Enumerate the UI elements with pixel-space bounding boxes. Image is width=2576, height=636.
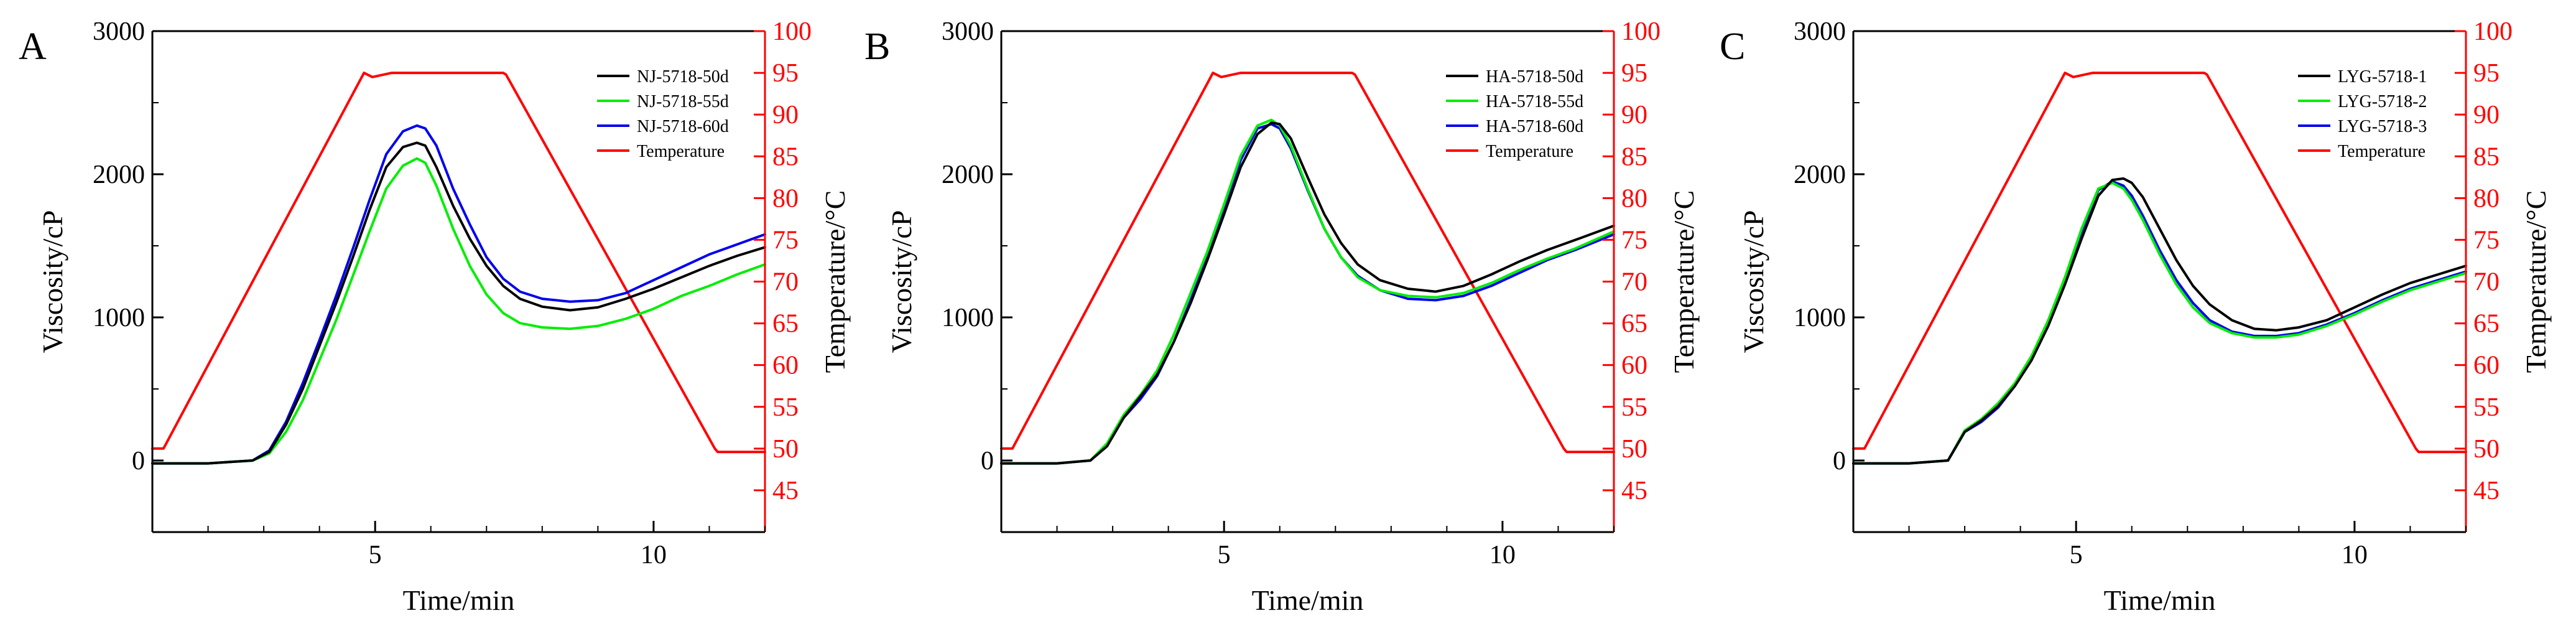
legend: LYG-5718-1 LYG-5718-2 LYG-5718-3 Temperatur… xyxy=(2298,67,2427,161)
y2-tick-label: 55 xyxy=(1621,393,1647,422)
legend: HA-5718-50d HA-5718-55d HA-5718-60d Tempera… xyxy=(1446,67,1583,161)
chart-panel-b: 5 100100020003000455055606570758085909510… xyxy=(864,17,1700,616)
y2-tick-label: 100 xyxy=(772,17,812,46)
series-line-lyg-5718-3 xyxy=(1852,180,2467,465)
y-tick-label: 3000 xyxy=(1794,17,1846,46)
legend-entry: Temperature xyxy=(637,142,725,161)
y2-tick-label: 60 xyxy=(772,352,799,380)
y2-axis-label: Temperature/°C xyxy=(2520,190,2552,373)
y2-tick-label: 50 xyxy=(2473,435,2500,464)
y2-tick-label: 80 xyxy=(1621,184,1647,213)
y-axis-label: Viscosity/cP xyxy=(886,210,917,353)
x-tick-label: 5 xyxy=(2070,541,2083,569)
legend-entry: Temperature xyxy=(2338,142,2425,161)
legend-entry: LYG-5718-1 xyxy=(2338,67,2427,87)
series-line-lyg-5718-2 xyxy=(1852,181,2467,465)
x-axis-label: Time/min xyxy=(403,584,515,616)
legend-entry: NJ-5718-50d xyxy=(637,67,729,87)
series-line-ha-5718-50d xyxy=(1000,121,1615,465)
y-tick-label: 1000 xyxy=(1794,304,1846,332)
y2-axis-label: Temperature/°C xyxy=(819,190,851,373)
y2-tick-label: 45 xyxy=(772,477,799,505)
y2-tick-label: 85 xyxy=(1621,143,1647,171)
y2-axis-label: Temperature/°C xyxy=(1668,190,1700,373)
y-tick-label: 3000 xyxy=(942,17,994,46)
y2-tick-label: 75 xyxy=(2473,226,2500,255)
legend-entry: NJ-5718-55d xyxy=(637,92,729,111)
y-tick-label: 0 xyxy=(1833,447,1846,475)
y2-tick-label: 65 xyxy=(2473,310,2500,339)
x-tick-label: 10 xyxy=(1490,541,1516,569)
y2-tick-label: 100 xyxy=(2473,17,2513,46)
y2-tick-label: 60 xyxy=(1621,352,1647,380)
x-tick-label: 5 xyxy=(369,541,382,569)
chart-panel-c: 5 100100020003000455055606570758085909510… xyxy=(1720,17,2552,616)
legend-entry: HA-5718-60d xyxy=(1486,117,1583,136)
y-tick-label: 0 xyxy=(981,447,994,475)
x-tick-label: 10 xyxy=(641,541,667,569)
legend-entry: LYG-5718-3 xyxy=(2338,117,2427,136)
y2-tick-label: 55 xyxy=(772,393,799,422)
panel-label: B xyxy=(864,26,890,68)
y2-tick-label: 65 xyxy=(1621,310,1647,339)
y2-tick-label: 75 xyxy=(772,226,799,255)
y2-tick-label: 80 xyxy=(772,184,799,213)
y2-tick-label: 70 xyxy=(772,268,799,297)
y2-tick-label: 95 xyxy=(1621,59,1647,88)
series-line-nj-5718-50d xyxy=(151,141,766,465)
y2-tick-label: 90 xyxy=(772,101,799,129)
y2-tick-label: 55 xyxy=(2473,393,2500,422)
legend-entry: NJ-5718-60d xyxy=(637,117,729,136)
series-line-ha-5718-55d xyxy=(1000,118,1615,465)
y-tick-label: 2000 xyxy=(93,161,145,189)
y2-tick-label: 100 xyxy=(1621,17,1661,46)
x-tick-label: 5 xyxy=(1218,541,1231,569)
y2-tick-label: 70 xyxy=(2473,268,2500,297)
y-tick-label: 2000 xyxy=(1794,161,1846,189)
y2-tick-label: 70 xyxy=(1621,268,1647,297)
series-line-nj-5718-60d xyxy=(151,124,766,465)
y-axis-label: Viscosity/cP xyxy=(37,210,68,353)
legend: NJ-5718-50d NJ-5718-55d NJ-5718-60d Tempera… xyxy=(597,67,729,161)
y-tick-label: 1000 xyxy=(942,304,994,332)
legend-entry: LYG-5718-2 xyxy=(2338,92,2427,111)
y2-tick-label: 95 xyxy=(2473,59,2500,88)
y2-tick-label: 50 xyxy=(1621,435,1647,464)
y2-tick-label: 75 xyxy=(1621,226,1647,255)
y2-tick-label: 85 xyxy=(772,143,799,171)
y-tick-label: 2000 xyxy=(942,161,994,189)
y2-tick-label: 50 xyxy=(772,435,799,464)
legend-entry: Temperature xyxy=(1486,142,1573,161)
series-line-temperature xyxy=(1000,72,1615,454)
series-line-lyg-5718-1 xyxy=(1852,177,2467,465)
y2-tick-label: 65 xyxy=(772,310,799,339)
x-axis-label: Time/min xyxy=(1252,584,1364,616)
series-line-temperature xyxy=(1852,72,2467,454)
y2-tick-label: 85 xyxy=(2473,143,2500,171)
x-axis-label: Time/min xyxy=(2104,584,2216,616)
y-tick-label: 0 xyxy=(132,447,145,475)
y-tick-label: 3000 xyxy=(93,17,145,46)
y2-tick-label: 90 xyxy=(1621,101,1647,129)
series-line-nj-5718-55d xyxy=(151,157,766,465)
y-axis-label: Viscosity/cP xyxy=(1738,210,1769,353)
y-tick-label: 1000 xyxy=(93,304,145,332)
series-line-temperature xyxy=(151,72,766,454)
y2-tick-label: 60 xyxy=(2473,352,2500,380)
panel-label: A xyxy=(19,26,47,68)
legend-entry: HA-5718-55d xyxy=(1486,92,1583,111)
legend-entry: HA-5718-50d xyxy=(1486,67,1583,87)
x-tick-label: 10 xyxy=(2342,541,2368,569)
y2-tick-label: 80 xyxy=(2473,184,2500,213)
y2-tick-label: 90 xyxy=(2473,101,2500,129)
chart-panel-a: 5 100100020003000455055606570758085909510… xyxy=(19,17,851,616)
y2-tick-label: 45 xyxy=(1621,477,1647,505)
panel-label: C xyxy=(1720,26,1745,68)
y2-tick-label: 95 xyxy=(772,59,799,88)
y2-tick-label: 45 xyxy=(2473,477,2500,505)
